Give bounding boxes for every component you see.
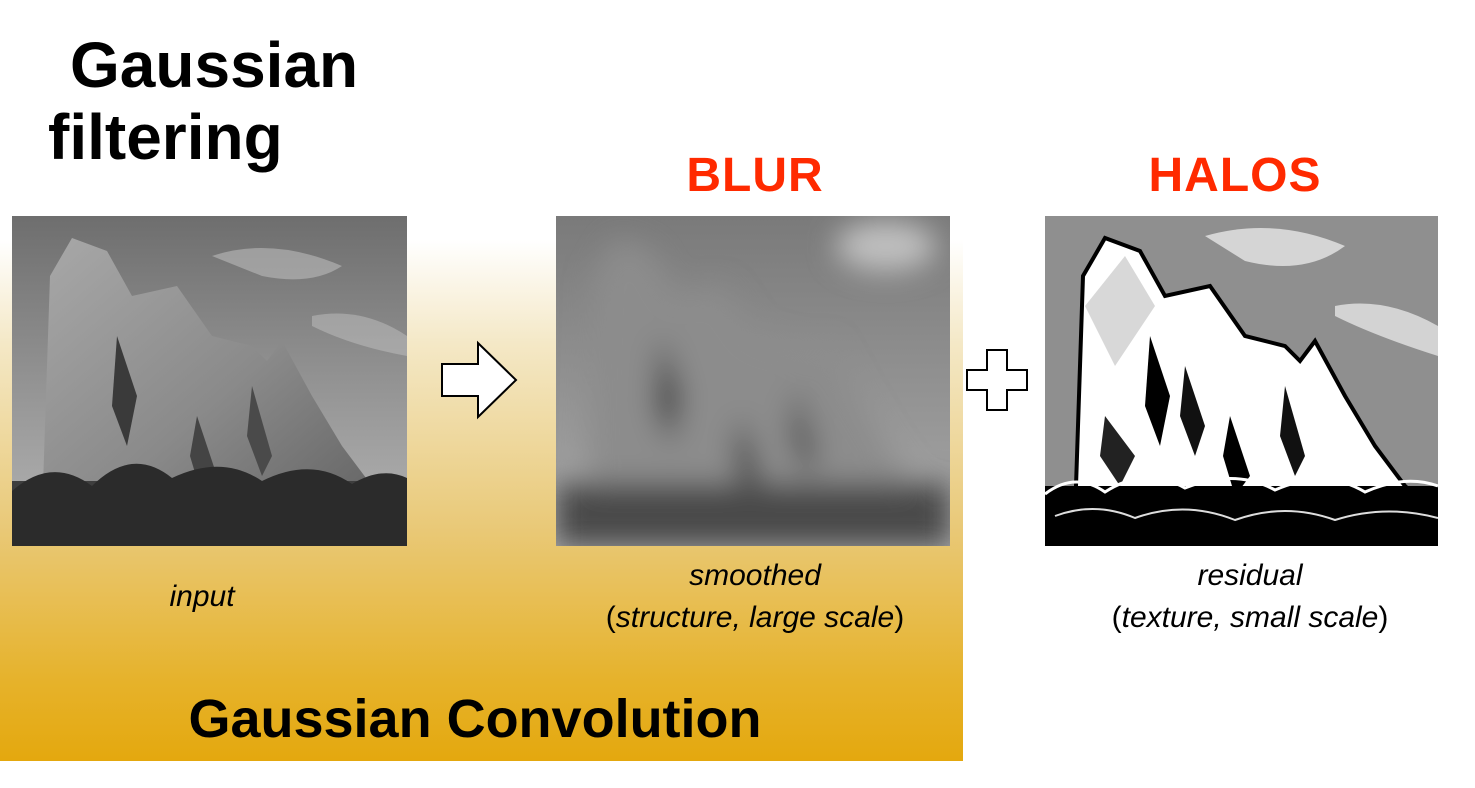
smoothed-image: [556, 216, 950, 546]
title-line-2: filtering: [48, 100, 283, 173]
residual-caption-title: residual: [1197, 559, 1303, 592]
residual-caption: residual (texture, small scale): [1030, 555, 1470, 639]
title-line-1: Gaussian: [70, 29, 359, 101]
residual-image: [1045, 216, 1438, 546]
blur-label: BLUR: [686, 149, 824, 202]
smoothed-caption-detail-wrap: (structure, large scale): [605, 601, 905, 634]
residual-caption-detail-wrap: (texture, small scale): [1111, 601, 1389, 634]
gaussian-convolution-label: Gaussian Convolution: [188, 689, 762, 749]
smoothed-caption-detail: structure, large scale: [615, 601, 895, 634]
input-caption-text: input: [169, 580, 235, 613]
halos-label: HALOS: [1148, 149, 1322, 202]
right-arrow-outline-icon: [440, 340, 518, 420]
input-image: [12, 216, 407, 546]
smoothed-caption-title: smoothed: [689, 559, 821, 592]
smoothed-caption: smoothed (structure, large scale): [540, 555, 970, 639]
residual-caption-detail: texture, small scale: [1121, 601, 1379, 634]
input-caption: input: [12, 576, 392, 618]
plus-outline-icon: [963, 346, 1031, 414]
slide-title: Gaussian filtering: [48, 29, 468, 173]
